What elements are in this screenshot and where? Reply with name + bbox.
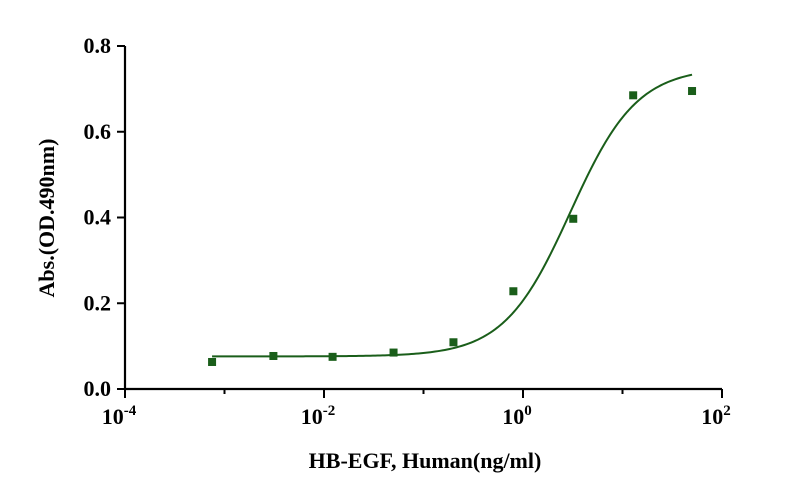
data-point: [629, 91, 638, 100]
x-tick-label: 100: [502, 403, 532, 429]
data-point: [269, 351, 278, 360]
axes: 0.0 0.2 0.4 0.6 0.8 10-4 10-2 100 102: [84, 33, 731, 429]
y-tick-label: 0.2: [84, 290, 112, 315]
x-tick-label: 102: [701, 403, 731, 429]
data-point: [509, 287, 518, 296]
y-tick-label: 0.0: [84, 376, 112, 401]
x-axis-title: HB-EGF, Human(ng/ml): [309, 448, 542, 473]
y-tick-label: 0.8: [84, 33, 112, 58]
x-tick-label: 10-4: [102, 403, 137, 429]
y-tick-label: 0.6: [84, 119, 112, 144]
data-points: [208, 87, 697, 366]
fit-curve: [212, 73, 693, 358]
data-point: [389, 348, 398, 357]
y-axis-title: Abs.(OD.490nm): [34, 139, 59, 298]
data-point: [569, 214, 578, 223]
data-point: [688, 87, 697, 96]
data-point: [328, 352, 337, 361]
y-tick-label: 0.4: [84, 205, 112, 230]
data-point: [208, 357, 217, 366]
x-tick-label: 10-2: [301, 403, 336, 429]
data-point: [449, 338, 458, 347]
